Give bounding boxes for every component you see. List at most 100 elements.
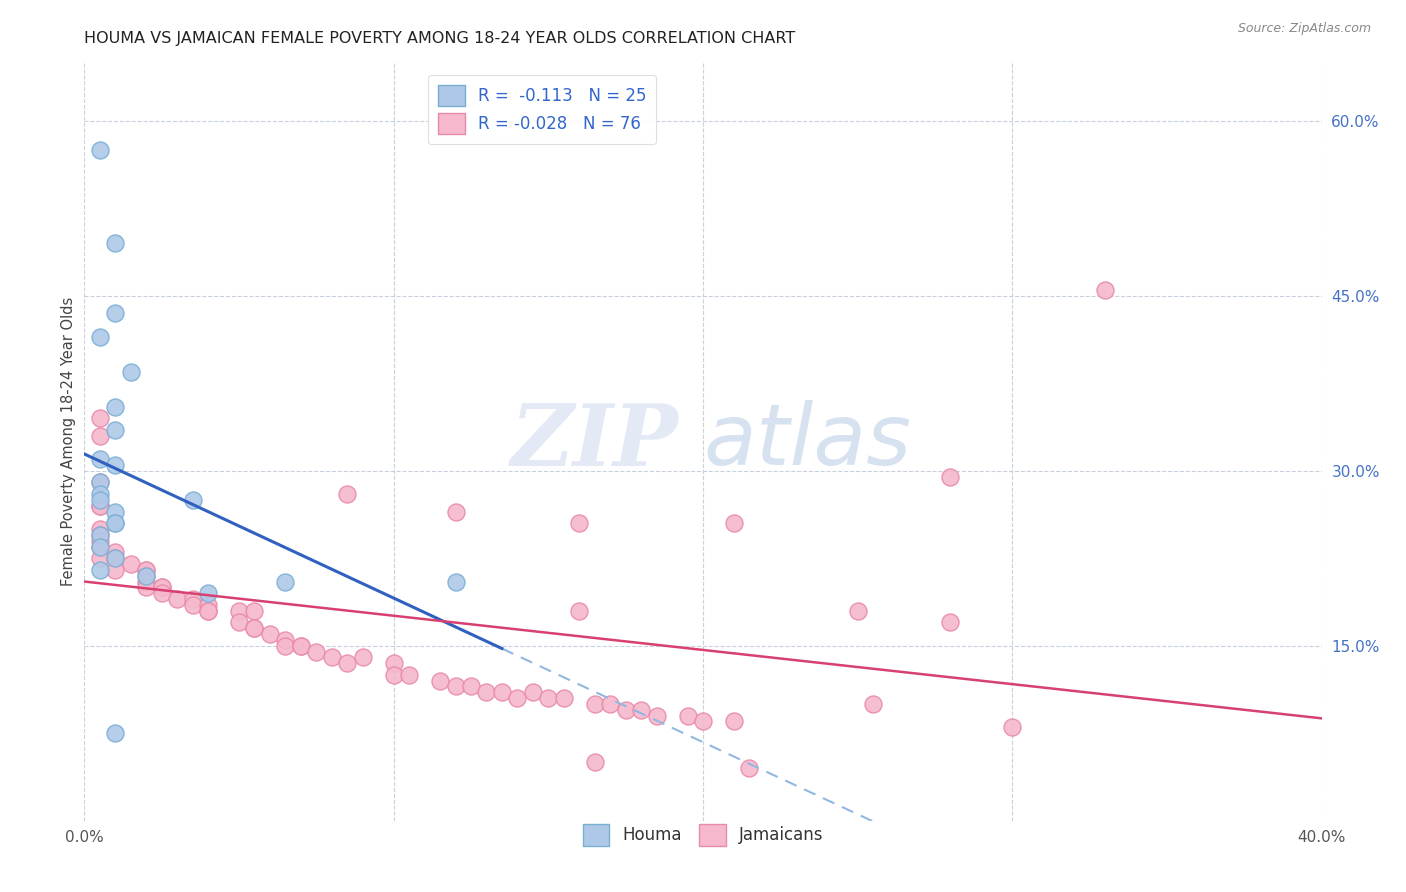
- Point: [197, 598, 219, 612]
- Point: [692, 714, 714, 729]
- Point: [568, 604, 591, 618]
- Point: [645, 708, 668, 723]
- Point: [1094, 283, 1116, 297]
- Point: [89, 528, 111, 542]
- Point: [614, 703, 637, 717]
- Point: [274, 632, 297, 647]
- Point: [537, 691, 560, 706]
- Point: [89, 499, 111, 513]
- Point: [150, 580, 173, 594]
- Point: [89, 540, 111, 554]
- Point: [475, 685, 498, 699]
- Point: [89, 540, 111, 554]
- Point: [382, 656, 405, 670]
- Point: [228, 615, 250, 630]
- Point: [104, 551, 127, 566]
- Point: [243, 604, 266, 618]
- Point: [89, 329, 111, 343]
- Point: [444, 680, 467, 694]
- Point: [197, 586, 219, 600]
- Point: [846, 604, 869, 618]
- Point: [553, 691, 575, 706]
- Point: [104, 545, 127, 559]
- Point: [197, 604, 219, 618]
- Point: [522, 685, 544, 699]
- Point: [104, 400, 127, 414]
- Text: atlas: atlas: [703, 400, 911, 483]
- Point: [723, 714, 745, 729]
- Point: [630, 703, 652, 717]
- Point: [939, 615, 962, 630]
- Point: [676, 708, 699, 723]
- Point: [135, 563, 157, 577]
- Point: [568, 516, 591, 531]
- Point: [89, 475, 111, 490]
- Point: [181, 592, 204, 607]
- Point: [120, 557, 142, 571]
- Point: [197, 604, 219, 618]
- Point: [336, 487, 359, 501]
- Point: [89, 551, 111, 566]
- Point: [89, 428, 111, 442]
- Point: [274, 639, 297, 653]
- Point: [135, 580, 157, 594]
- Point: [104, 516, 127, 531]
- Point: [104, 236, 127, 251]
- Point: [181, 492, 204, 507]
- Text: HOUMA VS JAMAICAN FEMALE POVERTY AMONG 18-24 YEAR OLDS CORRELATION CHART: HOUMA VS JAMAICAN FEMALE POVERTY AMONG 1…: [84, 31, 796, 46]
- Point: [305, 644, 328, 658]
- Point: [321, 650, 343, 665]
- Point: [104, 551, 127, 566]
- Point: [1001, 720, 1024, 734]
- Legend: Houma, Jamaicans: Houma, Jamaicans: [574, 816, 832, 854]
- Point: [274, 574, 297, 589]
- Point: [104, 726, 127, 740]
- Point: [259, 627, 281, 641]
- Point: [104, 306, 127, 320]
- Point: [166, 592, 188, 607]
- Point: [243, 621, 266, 635]
- Point: [104, 423, 127, 437]
- Point: [506, 691, 529, 706]
- Text: ZIP: ZIP: [510, 400, 678, 483]
- Point: [583, 697, 606, 711]
- Point: [228, 604, 250, 618]
- Point: [89, 487, 111, 501]
- Point: [382, 668, 405, 682]
- Point: [429, 673, 451, 688]
- Point: [89, 533, 111, 548]
- Point: [135, 574, 157, 589]
- Point: [599, 697, 621, 711]
- Point: [89, 492, 111, 507]
- Point: [89, 411, 111, 425]
- Point: [398, 668, 420, 682]
- Y-axis label: Female Poverty Among 18-24 Year Olds: Female Poverty Among 18-24 Year Olds: [60, 297, 76, 586]
- Point: [135, 568, 157, 582]
- Point: [460, 680, 482, 694]
- Point: [290, 639, 312, 653]
- Point: [336, 656, 359, 670]
- Point: [150, 586, 173, 600]
- Point: [181, 598, 204, 612]
- Text: Source: ZipAtlas.com: Source: ZipAtlas.com: [1237, 22, 1371, 36]
- Point: [444, 504, 467, 518]
- Point: [862, 697, 884, 711]
- Point: [89, 522, 111, 536]
- Point: [150, 580, 173, 594]
- Point: [939, 469, 962, 483]
- Point: [89, 143, 111, 157]
- Point: [89, 452, 111, 467]
- Point: [89, 499, 111, 513]
- Point: [135, 568, 157, 582]
- Point: [89, 475, 111, 490]
- Point: [104, 516, 127, 531]
- Point: [352, 650, 374, 665]
- Point: [89, 528, 111, 542]
- Point: [120, 365, 142, 379]
- Point: [444, 574, 467, 589]
- Point: [491, 685, 513, 699]
- Point: [104, 504, 127, 518]
- Point: [135, 563, 157, 577]
- Point: [723, 516, 745, 531]
- Point: [104, 458, 127, 472]
